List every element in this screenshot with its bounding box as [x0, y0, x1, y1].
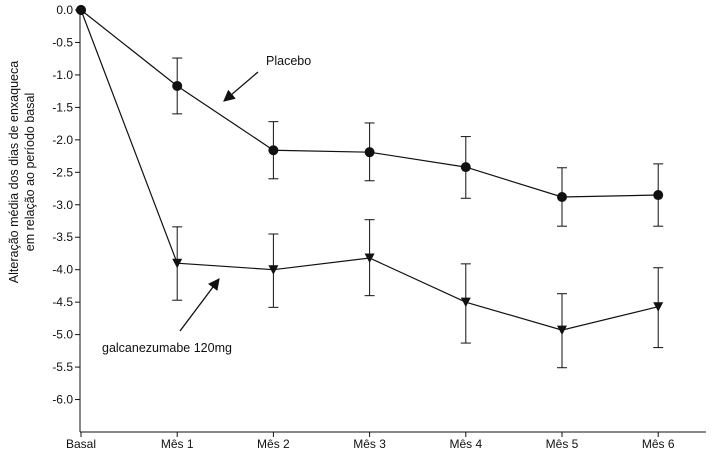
x-tick-label: Mês 3 [353, 437, 386, 451]
data-point [653, 302, 664, 312]
x-tick-label: Mês 1 [161, 437, 194, 451]
data-point [653, 190, 664, 201]
data-point [460, 297, 471, 308]
annotation-galcanezumabe: galcanezumabe 120mg [102, 341, 232, 355]
annotation-arrow-galcanezumabe [179, 278, 220, 332]
data-point [364, 147, 375, 158]
y-tick-label: -1.5 [52, 100, 73, 114]
y-tick-label: -0.5 [52, 35, 73, 49]
y-tick-label: 0.0 [56, 3, 73, 17]
axes [79, 10, 706, 433]
y-axis-title: Alteração média dos dias de enxaqueca em … [7, 61, 37, 283]
y-tick-label: -6.0 [52, 393, 73, 407]
x-tick-label: Mês 5 [546, 437, 579, 451]
y-tick-label: -4.5 [52, 295, 73, 309]
y-tick-label: -3.0 [52, 198, 73, 212]
x-tick-label: Mês 2 [257, 437, 290, 451]
y-axis-title-line-1: Alteração média dos dias de enxaqueca [7, 61, 21, 283]
y-tick-label: -2.5 [52, 165, 73, 179]
data-point [557, 191, 567, 202]
series-galcanezumabe [76, 5, 664, 369]
data-point [460, 162, 471, 173]
y-tick-label: -2.0 [52, 133, 73, 147]
data-point [172, 258, 183, 269]
x-ticks: Basal Mês 1 Mês 2 Mês 3 Mês 4 Mês 5 Mês 6 [66, 432, 675, 451]
annotations: Placebo galcanezumabe 120mg [102, 54, 311, 355]
y-axis-title-line-2: em relação ao período basal [23, 93, 37, 251]
x-tick-label: Mês 6 [642, 437, 675, 451]
data-point [364, 253, 375, 264]
y-tick-label: -5.0 [52, 328, 73, 342]
y-tick-label: -3.5 [52, 230, 73, 244]
y-tick-label: -5.5 [52, 360, 73, 374]
data-point [268, 265, 279, 275]
y-tick-label: -1.0 [52, 68, 73, 82]
series-layer [76, 5, 664, 369]
data-point [76, 5, 86, 15]
x-tick-label: Mês 4 [449, 437, 482, 451]
series-placebo [76, 5, 664, 227]
data-point [557, 325, 567, 336]
annotation-placebo: Placebo [266, 54, 311, 68]
x-tick-label: Basal [66, 437, 96, 451]
y-ticks: 0.0 -0.5 -1.0 -1.5 -2.0 -2.5 -3.0 -3.5 -4.0 -4.5 -… [52, 3, 80, 407]
y-tick-label: -4.0 [52, 263, 73, 277]
data-point [268, 145, 279, 156]
data-point [172, 80, 183, 91]
annotation-arrow-placebo [223, 71, 259, 102]
